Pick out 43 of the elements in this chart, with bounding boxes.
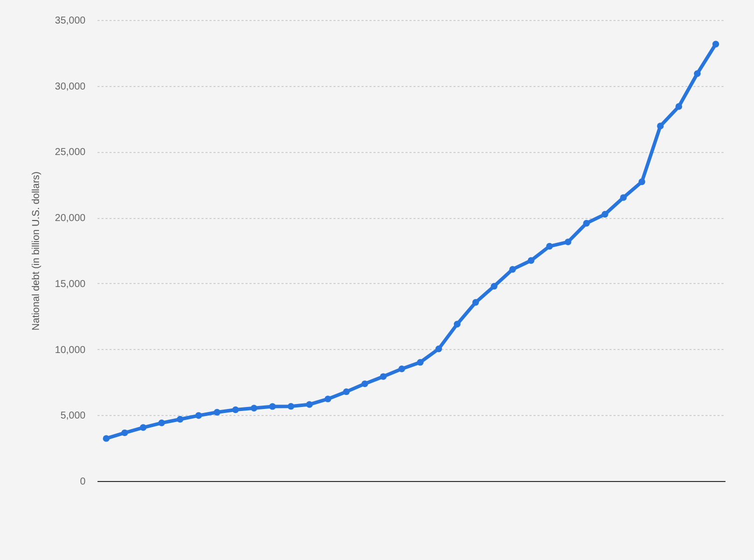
point [638,178,646,186]
point [121,429,128,436]
point [490,282,498,290]
y-tick-label: 15,000 [54,278,86,290]
point [176,416,184,423]
point [583,220,590,227]
y-tick-label: 25,000 [54,147,86,158]
point [602,210,608,218]
point [657,122,664,130]
point [232,406,239,414]
point [269,403,276,410]
point [528,257,534,264]
y-tick-label: 10,000 [54,344,86,356]
point [416,358,424,366]
point [361,380,368,388]
y-tick-label: 30,000 [54,81,86,92]
point [250,404,258,412]
y-tick-label: 5,000 [60,410,86,422]
point [694,70,701,77]
point [158,420,165,426]
y-tick-label: 35,000 [54,16,86,26]
point [675,103,682,110]
point [324,396,332,402]
point [472,299,479,306]
point [343,388,350,396]
point [564,238,572,246]
point [306,401,313,408]
point [398,366,406,372]
point [214,408,220,416]
point [102,435,110,442]
y-tick-label: 0 [80,476,86,488]
point [712,40,720,48]
y-axis-title: National debt (in billion U.S. dollars) [30,172,42,330]
point [435,346,442,352]
point [140,424,147,431]
point [546,242,553,250]
y-tick-label: 20,000 [54,213,86,224]
point [195,412,202,419]
point [509,266,516,273]
point [620,194,627,201]
point [454,320,461,328]
point [380,373,387,380]
point [288,402,294,410]
